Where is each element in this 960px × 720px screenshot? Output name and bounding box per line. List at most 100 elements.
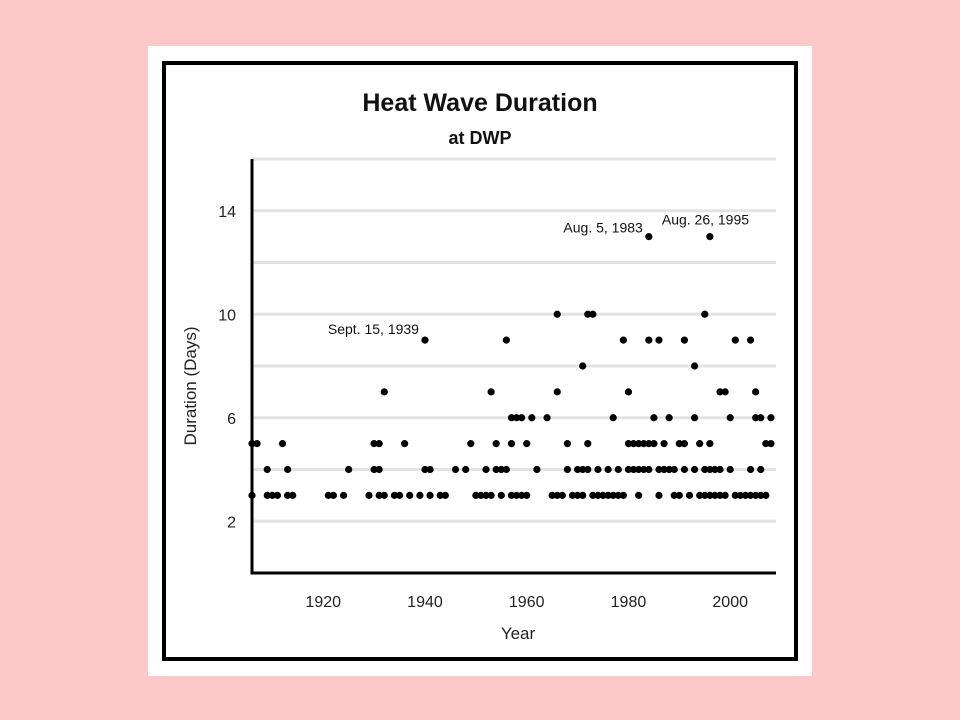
data-point (497, 491, 505, 499)
data-point (584, 465, 592, 474)
data-point (426, 491, 434, 499)
data-point (273, 491, 282, 499)
data-point (655, 465, 663, 474)
data-point (584, 440, 592, 448)
data-point (507, 440, 516, 448)
data-point (680, 336, 689, 344)
data-point (365, 491, 373, 499)
gridlines (252, 157, 776, 523)
data-point (731, 336, 739, 344)
data-point (635, 491, 643, 499)
data-point (629, 465, 638, 474)
data-point (263, 465, 271, 474)
x-tick-label: 1920 (305, 594, 341, 611)
data-point (589, 491, 597, 499)
data-point (594, 491, 602, 499)
data-point (701, 310, 709, 318)
data-point (624, 388, 633, 396)
data-point (324, 491, 332, 499)
data-point (716, 491, 724, 499)
data-point (706, 465, 714, 474)
data-point (278, 440, 287, 448)
data-point (675, 491, 683, 499)
data-point (767, 440, 775, 448)
data-point (731, 491, 739, 499)
data-point (339, 491, 348, 499)
y-tick-label: 2 (227, 514, 236, 531)
data-point (579, 491, 587, 499)
data-point (345, 465, 353, 474)
scatter-plot: 2 6 10 14 1920 1940 1960 1980 2000 Year Duration… (181, 157, 776, 643)
data-point (757, 414, 765, 422)
data-point (716, 388, 724, 396)
data-point (721, 388, 729, 396)
data-point (370, 440, 378, 448)
data-point (518, 491, 526, 499)
data-point (543, 414, 551, 422)
data-point (568, 491, 577, 499)
data-point (706, 440, 714, 448)
data-point (752, 491, 760, 499)
y-tick-label: 6 (227, 411, 236, 428)
data-point (660, 465, 668, 474)
data-point (757, 465, 765, 474)
annotation-label: Sept. 15, 1939 (328, 321, 419, 337)
data-point (635, 440, 643, 448)
data-point (589, 310, 597, 318)
data-point (650, 414, 658, 422)
tick-labels: 2 6 10 14 1920 1940 1960 1980 2000 (218, 204, 748, 611)
data-point (329, 491, 337, 499)
data-point (665, 465, 673, 474)
annotation-label: Aug. 26, 1995 (662, 212, 749, 228)
data-point (604, 465, 612, 474)
data-point (487, 491, 495, 499)
data-point (645, 336, 653, 344)
x-tick-label: 1940 (407, 594, 443, 611)
data-point (395, 491, 404, 499)
data-point (645, 440, 653, 448)
data-point (640, 465, 648, 474)
data-point (624, 440, 633, 448)
data-point (573, 465, 582, 474)
data-point (426, 465, 434, 474)
data-point (614, 491, 622, 499)
data-point (762, 491, 770, 499)
data-point (563, 440, 572, 448)
data-point (650, 440, 658, 448)
data-point (477, 491, 485, 499)
data-point (680, 465, 689, 474)
data-point (645, 465, 653, 474)
data-point (680, 440, 689, 448)
data-point (375, 491, 383, 499)
data-points (248, 233, 775, 499)
data-point (594, 465, 602, 474)
data-point (421, 465, 429, 474)
data-point (528, 414, 536, 422)
x-tick-label: 1960 (509, 594, 545, 611)
data-point (691, 465, 699, 474)
data-point (375, 440, 383, 448)
x-axis-label: Year (501, 624, 536, 643)
data-point (512, 414, 521, 422)
chart-title: Heat Wave Duration (362, 89, 598, 117)
data-point (746, 336, 755, 344)
data-point (533, 465, 541, 474)
data-point (619, 336, 627, 344)
data-point (675, 440, 683, 448)
data-point (492, 465, 500, 474)
axes (250, 159, 776, 575)
data-point (726, 465, 734, 474)
data-point (487, 388, 495, 396)
data-point (380, 491, 388, 499)
data-point (736, 491, 744, 499)
data-point (757, 491, 765, 499)
y-tick-label: 10 (218, 307, 236, 324)
data-point (492, 440, 500, 448)
data-point (584, 310, 592, 318)
data-point (619, 491, 627, 499)
data-point (706, 491, 714, 499)
data-point (629, 440, 638, 448)
data-point (401, 440, 409, 448)
data-point (523, 440, 531, 448)
y-axis-label: Duration (Days) (181, 326, 200, 445)
